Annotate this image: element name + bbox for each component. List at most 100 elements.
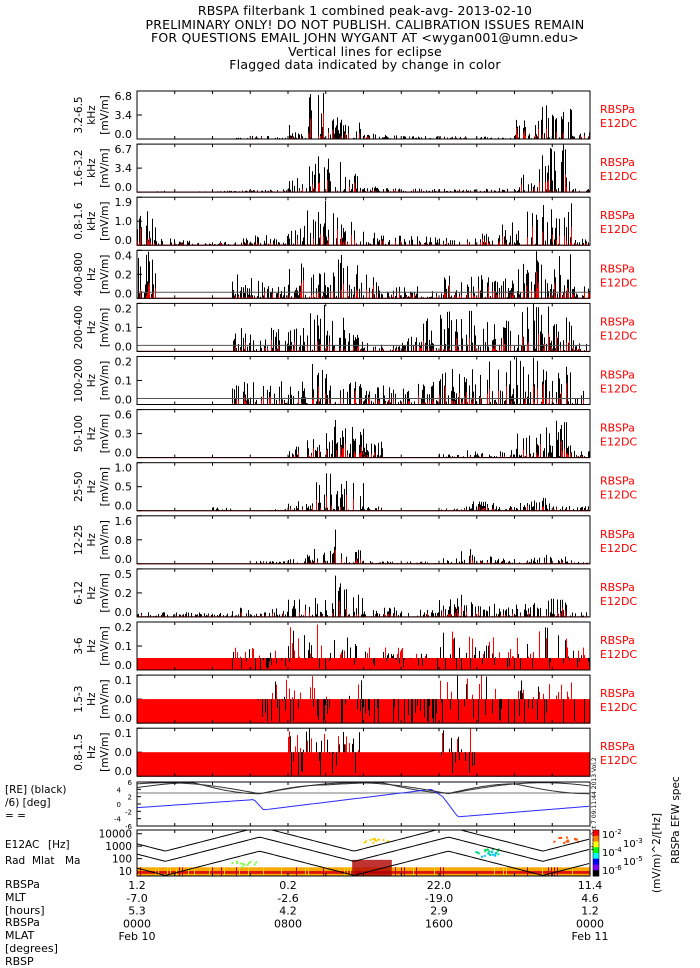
y-axis-label: Hz [86,745,98,759]
y-axis-label: [mV/m] [99,520,111,559]
spectrogram-cell [374,838,377,841]
time-axis-value: 22.0 [427,879,452,892]
spectrogram-cell [486,848,489,851]
y-axis-label: Hz [86,639,98,653]
y-axis-label: kHz [86,211,98,231]
spectrogram-cell [563,841,566,844]
colorbar-segment [593,841,599,848]
instrument-label-rbspa: RBSPa [600,475,635,488]
instrument-label-rbspa: RBSPa [600,262,635,275]
panel-frame-8 [136,515,591,565]
y-axis-label: kHz [86,105,98,125]
spectrogram-cell [494,854,497,857]
series-peak-trace [290,728,475,777]
spectrogram-cell [158,867,159,876]
spectrogram-cell [176,867,177,876]
spectrogram-cell [235,860,238,863]
spectrogram-cell [170,867,171,876]
y-tick-label: 0.6 [115,409,133,422]
spectrogram-cell [553,840,556,843]
colorbar-tick-label: 10-5 [623,855,643,868]
instrument-label-e12dc: E12DC [600,595,637,608]
panel-frame-3 [136,249,591,299]
spectrogram-cell [344,867,345,876]
y-axis-label: kHz [86,158,98,178]
spectrogram-cell [416,867,417,876]
y-axis-label: 400-800 [73,252,85,296]
colorbar-segment [593,830,599,837]
spectrogram-cell [489,853,492,856]
row-label-rbsp: RBSP [5,955,34,968]
y-axis-label: 0.8-1.5 [73,734,85,771]
y-axis-label: [mV/m] [99,95,111,134]
y-axis-label: Hz [86,267,98,281]
spectrogram-cell [387,840,390,843]
y-tick-label: 0.0 [115,659,133,672]
spectrogram-cell [248,862,251,865]
y-tick-label: 6.7 [115,143,133,156]
spectrogram-cell [241,866,244,869]
y-axis-label: [mV/m] [99,679,111,718]
spectrogram-cell [375,839,378,842]
spectrogram-cell [487,852,490,855]
spectrogram-cell [363,841,366,844]
spectrogram-cell [182,867,183,876]
spectrogram-cell [212,867,213,876]
spectrogram-cell [209,867,210,876]
colorbar-tick-label: 10-2 [602,828,622,841]
spectrogram-cell [401,867,402,876]
spectrogram-cell [477,852,480,855]
spectrogram-cell [506,867,507,876]
y-tick-label: 0.1 [115,674,133,687]
y-axis-label: [mV/m] [99,414,111,453]
instrument-label-rbspa: RBSPa [600,209,635,222]
colorbar-segment [593,864,599,871]
y-tick-label: 3.4 [115,109,133,122]
y-axis-label: Hz [86,320,98,334]
spectrogram-cell [305,867,306,876]
spectrogram-cell [263,867,264,876]
y-axis-label: [mV/m] [99,308,111,347]
y-tick-label: -2 [125,808,132,816]
spectrogram-cell [253,863,256,866]
series-peak-trace [254,529,590,564]
spectrogram-cell [347,867,348,876]
series-peak-trace [213,473,590,511]
spectrogram-cell [443,867,444,876]
colorbar-segment [593,847,599,854]
time-axis-value: 4.2 [279,905,297,918]
y-axis-label: 200-400 [73,305,85,349]
y-tick-label: 0.2 [115,268,133,281]
spectrogram-cell [231,861,234,864]
spectrogram-cell [167,867,168,876]
y-axis-label: 100-200 [73,359,85,403]
time-axis-value: -19.0 [425,892,453,905]
instrument-label-e12dc: E12DC [600,542,637,555]
spectrogram-cell [566,839,569,842]
y-tick-label: 0.1 [115,375,133,388]
time-axis-value: 11.4 [578,879,603,892]
instrument-label-e12dc: E12DC [600,489,637,502]
y-tick-label: 0.0 [115,606,133,619]
y-axis-label: [mV/m] [99,733,111,772]
spectrogram-cell [484,849,487,852]
time-axis-value: 0000 [123,917,151,930]
instrument-label-rbspa: RBSPa [600,315,635,328]
spectrogram-cell [369,839,372,842]
time-axis-value: 0000 [576,917,604,930]
instrument-label-e12dc: E12DC [600,276,637,289]
spectrogram-cell [372,838,375,841]
instrument-label-e12dc: E12DC [600,648,637,661]
y-tick-label: 0.0 [115,447,133,460]
y-tick-label: 0.0 [115,340,133,353]
y-axis-label: [mV/m] [99,202,111,241]
time-axis-value: -7.0 [126,892,147,905]
y-tick-label: 0.0 [115,394,133,407]
y-axis-label: = = [5,810,26,822]
spectrogram-burst [352,859,392,876]
mlat-line [136,788,590,818]
spectrogram-cell [491,853,494,856]
row-label-rbspa-2: RBSPa [5,916,40,930]
y-tick-label: -6 [125,823,133,831]
spectrogram-cell [494,853,497,856]
